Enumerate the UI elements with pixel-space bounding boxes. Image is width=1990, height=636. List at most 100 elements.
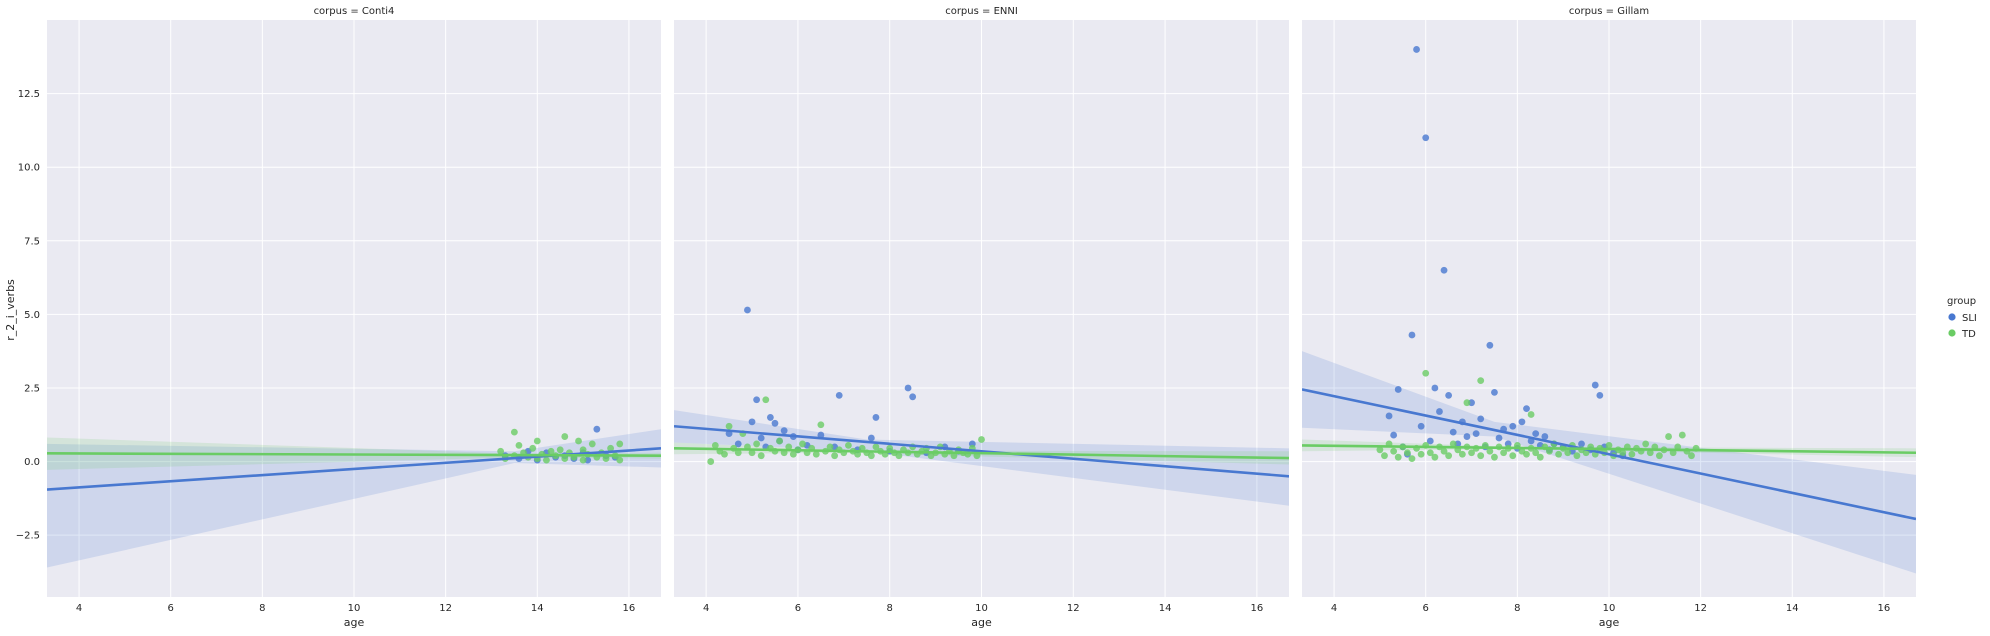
y-tick-label: 2.5	[24, 383, 40, 394]
regression-line-td	[47, 452, 661, 457]
point-sli	[1417, 422, 1425, 430]
point-td	[616, 456, 624, 464]
point-td	[721, 450, 728, 458]
point-td	[1431, 453, 1439, 461]
regression-line-sli	[1302, 388, 1916, 521]
point-sli	[753, 396, 761, 404]
point-td	[1555, 450, 1562, 458]
point-td	[831, 452, 839, 460]
point-td	[1491, 453, 1498, 461]
point-td	[1646, 449, 1654, 457]
point-td	[1523, 450, 1530, 458]
point-sli	[835, 391, 843, 399]
regression-line-td	[1302, 444, 1916, 455]
x-tick-label: 14	[531, 603, 544, 614]
ci-band-sli	[47, 429, 661, 568]
x-tick-label: 8	[887, 603, 893, 614]
legend-label-sli: SLI	[1962, 313, 1977, 324]
point-td	[845, 441, 852, 449]
point-sli	[1422, 134, 1430, 142]
facet-enni: corpus = ENNI 4 6 8 10 12 14 16 age	[674, 6, 1289, 629]
point-sli	[1472, 430, 1480, 438]
point-td	[510, 428, 518, 436]
point-td	[776, 437, 783, 445]
regression-line-td	[674, 447, 1289, 460]
point-td	[748, 449, 756, 457]
x-tick-label: 10	[1603, 603, 1616, 614]
point-td	[895, 452, 903, 460]
legend-marker-td	[1948, 329, 1956, 337]
point-td	[561, 455, 569, 463]
point-td	[1527, 411, 1535, 418]
point-sli	[872, 414, 880, 421]
point-td	[1500, 449, 1508, 457]
y-tick-label: 0.0	[24, 457, 40, 468]
x-tick-label: 8	[1514, 603, 1520, 614]
point-td	[579, 456, 587, 464]
point-td	[602, 455, 610, 463]
point-td	[1628, 450, 1636, 458]
x-tick-label: 4	[76, 603, 82, 614]
point-td	[1619, 449, 1627, 457]
point-sli	[1491, 389, 1498, 396]
point-td	[812, 450, 820, 458]
point-td	[515, 441, 523, 449]
point-sli	[1445, 391, 1453, 399]
x-tick-label: 10	[975, 603, 988, 614]
y-tick-label: 5.0	[24, 310, 40, 321]
point-td	[1688, 452, 1695, 460]
x-tick-label: 10	[348, 603, 361, 614]
y-tick-label: 10.0	[18, 163, 40, 174]
point-td	[1532, 449, 1540, 457]
x-axis-label: age	[971, 616, 992, 629]
point-td	[533, 437, 541, 445]
point-sli	[1390, 431, 1398, 439]
x-tick-label: 14	[1786, 603, 1799, 614]
point-sli	[867, 434, 875, 442]
point-td	[561, 433, 569, 440]
point-td	[867, 452, 875, 460]
legend: group SLI TD	[1947, 296, 1977, 340]
point-td	[1656, 452, 1663, 460]
point-td	[1573, 452, 1581, 460]
facet-title: corpus = ENNI	[945, 6, 1018, 17]
y-tick-label: 7.5	[24, 236, 40, 247]
point-td	[1605, 441, 1613, 449]
point-td	[1408, 455, 1416, 463]
point-td	[978, 436, 985, 443]
point-sli	[1541, 433, 1549, 440]
facet-marks	[47, 425, 661, 568]
x-tick-label: 4	[703, 603, 709, 614]
point-td	[785, 443, 793, 451]
facet-gillam: corpus = Gillam 4 6 8 10 12 14 16 age	[1302, 6, 1916, 629]
point-td	[789, 450, 797, 458]
point-td	[1403, 449, 1411, 457]
point-td	[575, 437, 582, 445]
legend-title: group	[1947, 296, 1976, 307]
y-tick-label: −2.5	[16, 531, 40, 542]
point-td	[1394, 453, 1402, 461]
point-td	[1477, 377, 1485, 385]
point-td	[1381, 452, 1388, 460]
point-td	[725, 422, 733, 430]
point-td	[588, 440, 596, 448]
point-td	[556, 446, 564, 454]
point-td	[1445, 452, 1453, 460]
point-sli	[1440, 266, 1448, 274]
point-td	[529, 444, 537, 452]
point-td	[1678, 431, 1686, 439]
facet-marks	[674, 306, 1289, 506]
point-sli	[1532, 430, 1540, 438]
x-axis-label: age	[1599, 616, 1620, 629]
facet-marks	[1302, 46, 1916, 574]
point-sli	[909, 393, 917, 401]
point-td	[497, 447, 505, 455]
point-sli	[1394, 386, 1402, 393]
point-sli	[1477, 415, 1485, 423]
point-td	[1417, 450, 1425, 458]
x-tick-label: 8	[259, 603, 265, 614]
point-sli	[734, 440, 742, 448]
point-sli	[757, 434, 765, 442]
point-td	[1642, 440, 1650, 448]
